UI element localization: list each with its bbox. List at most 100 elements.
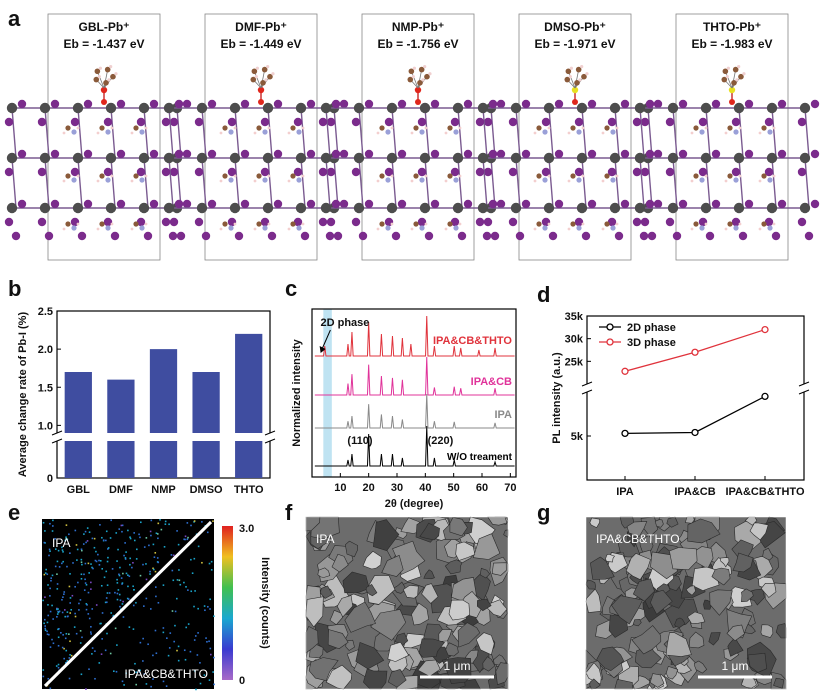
iodine-atom (738, 231, 748, 241)
carbon-atom (693, 125, 699, 131)
hydrogen-atom (412, 66, 416, 70)
highlight-2d-region (323, 309, 332, 477)
annotation-arrow (321, 329, 331, 351)
grain (448, 599, 471, 621)
pb-i-bond (234, 107, 240, 159)
y-tick-label: 1.0 (38, 420, 53, 432)
perovskite-lattice (632, 99, 820, 241)
pb-i-bond (457, 157, 463, 209)
iodine-atom (430, 149, 440, 159)
iodine-atom (293, 117, 303, 127)
pb-i-bond (639, 157, 645, 209)
carbon-atom (727, 125, 733, 131)
carbon-atom (727, 221, 733, 227)
hydrogen-atom (253, 227, 257, 231)
map-dot (123, 684, 125, 686)
map-dot (68, 677, 71, 680)
map-dot (152, 678, 154, 680)
nitrogen-atom (228, 177, 234, 183)
map-dot (54, 565, 57, 568)
pb-atom (196, 152, 208, 164)
carbon-atom (536, 173, 542, 179)
hydrogen-atom (130, 179, 134, 183)
pb-atom (576, 152, 588, 164)
scale-bar-label: 1 μm (444, 659, 471, 673)
map-dot (65, 536, 67, 539)
map-dot (61, 598, 63, 601)
map-dot (115, 670, 118, 673)
grain (687, 518, 721, 544)
map-dot (84, 578, 86, 581)
map-dot (48, 633, 50, 636)
grain (760, 582, 777, 598)
iodine-atom (430, 199, 440, 209)
grain (726, 624, 745, 642)
nitrogen-atom (71, 129, 77, 135)
map-dot (123, 554, 125, 557)
series-label: W/O treament (447, 452, 513, 463)
map-dot (99, 559, 102, 562)
carbon-atom (731, 80, 737, 86)
map-dot (105, 601, 108, 604)
pb-atom (229, 152, 241, 164)
map-dot (155, 652, 158, 655)
carbon-atom (133, 173, 139, 179)
carbon-atom (447, 221, 453, 227)
pb-atom (419, 102, 431, 114)
pb-i-bond (515, 157, 521, 209)
hydrogen-atom (547, 174, 551, 178)
pb-i-bond (639, 107, 645, 159)
iodine-atom (777, 149, 787, 159)
map-dot (51, 638, 53, 641)
hydrogen-atom (704, 126, 708, 130)
grain (381, 554, 404, 577)
map-dot (57, 636, 60, 639)
map-dot (57, 644, 60, 647)
map-dot (44, 629, 47, 632)
nitrogen-atom (419, 177, 425, 183)
pb-atom (766, 102, 778, 114)
map-dot (145, 597, 148, 600)
map-dot (87, 613, 90, 615)
iodine-atom (161, 167, 171, 177)
oxygen-atom (729, 99, 735, 105)
iodine-atom (731, 167, 741, 177)
structure-title: GBL-Pb⁺ (79, 20, 130, 34)
iodine-atom (169, 217, 179, 227)
nitrogen-atom (610, 129, 616, 135)
iodine-atom (339, 149, 349, 159)
map-dot (190, 524, 192, 527)
hydrogen-atom (458, 126, 462, 130)
map-dot (66, 611, 69, 613)
map-dot (213, 683, 215, 686)
nitrogen-atom (228, 225, 234, 231)
map-dot (213, 615, 215, 618)
iodine-atom (450, 217, 460, 227)
iodine-atom (168, 231, 178, 241)
nitrogen-atom (262, 225, 268, 231)
map-dot (118, 573, 120, 576)
iodine-atom (331, 149, 341, 159)
iodine-atom (169, 117, 179, 127)
hydrogen-atom (601, 227, 605, 231)
map-dot (70, 654, 73, 657)
iodine-atom (227, 167, 237, 177)
map-dot (93, 537, 96, 540)
iodine-atom (764, 117, 774, 127)
hydrogen-atom (424, 174, 428, 178)
map-dot (139, 574, 142, 577)
pb-i-bond (424, 107, 430, 159)
iodine-atom (463, 99, 473, 109)
iodine-atom (490, 231, 500, 241)
map-dot (148, 544, 150, 547)
grain (317, 567, 331, 578)
pb-i-bond (143, 107, 149, 159)
binding-energy: Eb = -1.971 eV (534, 37, 615, 51)
map-dot (61, 546, 63, 549)
data-point (691, 428, 699, 437)
pb-i-bond (391, 157, 397, 209)
carbon-atom (574, 80, 580, 86)
map-dot (212, 520, 214, 523)
map-dot (117, 589, 120, 591)
map-dot (50, 579, 52, 582)
